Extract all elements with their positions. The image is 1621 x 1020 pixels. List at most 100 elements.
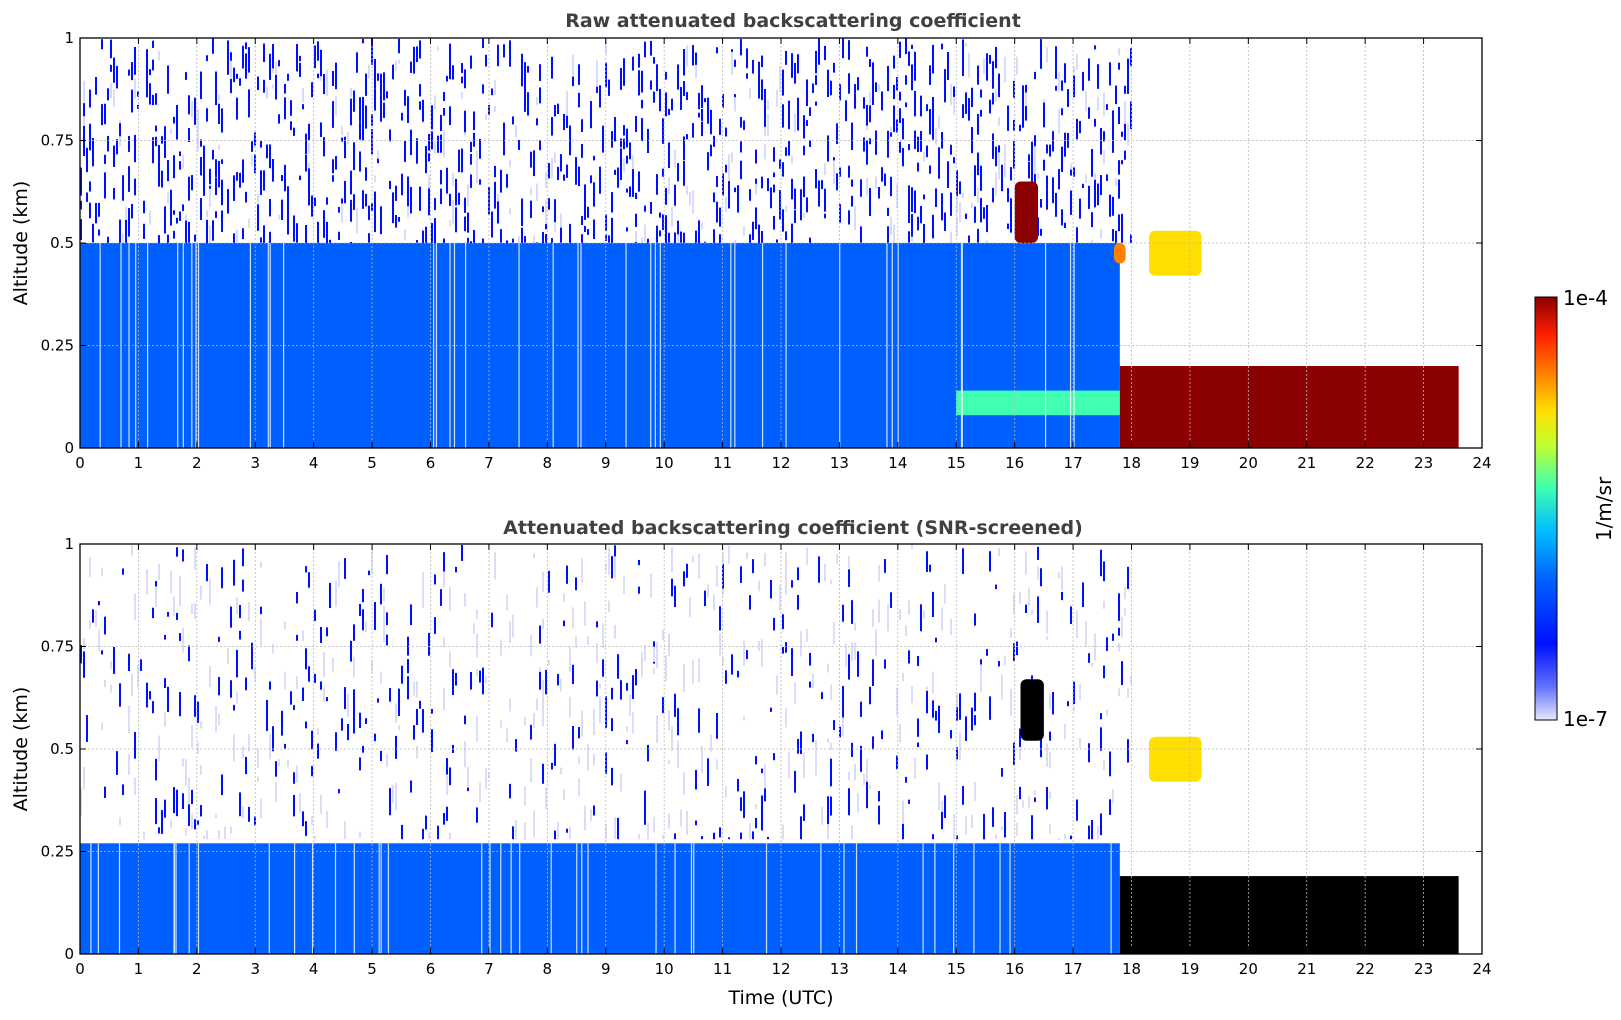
heatmap-cell [839, 243, 841, 448]
heatmap-cell [173, 596, 175, 616]
heatmap-cell [962, 786, 964, 805]
heatmap-cell [755, 178, 757, 184]
heatmap-cell [635, 213, 637, 227]
heatmap-cell [461, 92, 463, 99]
heatmap-cell [470, 153, 472, 165]
heatmap-cell [83, 651, 85, 678]
heatmap-cell [629, 144, 631, 158]
heatmap-cell [974, 692, 976, 712]
heatmap-cell [440, 170, 442, 185]
x-tick-label: 6 [426, 960, 436, 978]
x-tick-label: 0 [75, 454, 85, 472]
heatmap-cell [119, 817, 121, 826]
heatmap-cell [188, 95, 190, 115]
heatmap-cell [716, 47, 718, 54]
heatmap-cell [680, 231, 682, 243]
heatmap-cell [947, 161, 949, 188]
heatmap-cell [254, 666, 256, 682]
heatmap-cell [911, 64, 913, 91]
heatmap-cell [308, 167, 310, 195]
heatmap-cell [866, 177, 868, 196]
heatmap-cell [536, 183, 538, 201]
heatmap-cell [446, 806, 448, 821]
heatmap-cell [728, 181, 730, 209]
heatmap-cell [92, 138, 94, 165]
heatmap-cell [1112, 789, 1114, 804]
heatmap-cell [248, 218, 250, 229]
heatmap-cell [434, 617, 436, 634]
heatmap-cell [519, 843, 521, 954]
heatmap-cell [344, 821, 346, 840]
heatmap-cell [677, 220, 679, 238]
heatmap-cell [269, 199, 271, 217]
heatmap-cell [944, 212, 946, 231]
heatmap-cell [611, 767, 613, 786]
heatmap-cell [848, 556, 850, 568]
heatmap-cell [674, 693, 676, 717]
heatmap-cell [128, 136, 130, 152]
heatmap-cell [809, 681, 811, 688]
heatmap-cell [104, 172, 106, 199]
heatmap-cell [752, 831, 754, 840]
heatmap-cell [848, 788, 850, 816]
heatmap-cell [449, 220, 451, 227]
heatmap-cell [674, 843, 676, 954]
heatmap-cell [308, 123, 310, 141]
x-tick-label: 11 [713, 454, 732, 472]
heatmap-cell [239, 630, 241, 640]
heatmap-cell [1100, 228, 1102, 239]
heatmap-cell [977, 65, 979, 85]
heatmap-cell [758, 580, 760, 592]
heatmap-cell [806, 120, 808, 126]
heatmap-cell [800, 731, 802, 755]
heatmap-cell [983, 815, 985, 824]
heatmap-cell [419, 101, 421, 110]
heatmap-cell [911, 44, 913, 49]
heatmap-cell [542, 618, 544, 630]
x-tick-label: 13 [830, 454, 849, 472]
heatmap-cell [653, 816, 655, 833]
heatmap-cell [815, 52, 817, 74]
heatmap-cell [797, 110, 799, 131]
heatmap-cell [749, 823, 751, 840]
heatmap-cell [590, 101, 592, 128]
heatmap-cell [485, 676, 487, 684]
heatmap-cell [287, 759, 289, 768]
heatmap-cell [362, 38, 364, 44]
heatmap-cell [674, 585, 676, 608]
heatmap-cell [655, 843, 657, 954]
heatmap-cell [266, 709, 268, 731]
heatmap-cell [686, 45, 688, 67]
heatmap-cell [785, 50, 787, 65]
heatmap-cell [287, 73, 289, 81]
heatmap-cell [773, 753, 775, 761]
heatmap-cell [170, 128, 172, 134]
heatmap-cell [311, 730, 313, 750]
heatmap-cell [464, 110, 466, 133]
heatmap-cell [332, 101, 334, 128]
heatmap-cell [509, 698, 511, 712]
heatmap-cell [494, 181, 496, 209]
heatmap-cell [152, 137, 154, 164]
heatmap-cell [236, 172, 238, 181]
heatmap-cell [854, 205, 856, 231]
heatmap-cell [875, 629, 877, 657]
heatmap-cell [644, 224, 646, 242]
heatmap-cell [968, 98, 970, 121]
heatmap-cell [149, 69, 151, 76]
heatmap-cell [968, 235, 970, 243]
panel2-x-axis: 0 1 2 3 4 5 6 7 8 9 10 11 12 13 14 15 16 17 18 19 20 21 22 23 24 [75, 544, 1492, 978]
heatmap-cell [467, 237, 469, 243]
heatmap-cell [113, 145, 115, 167]
heatmap-cell [632, 712, 634, 734]
heatmap-cell [1058, 72, 1060, 92]
heatmap-cell [248, 47, 250, 73]
heatmap-cell [365, 167, 367, 181]
heatmap-cell [737, 670, 739, 678]
heatmap-cell [961, 243, 963, 448]
heatmap-cell [446, 758, 448, 775]
heatmap-cell [743, 640, 745, 666]
heatmap-cell [305, 566, 307, 573]
heatmap-cell [80, 167, 82, 196]
heatmap-cell [167, 80, 169, 94]
